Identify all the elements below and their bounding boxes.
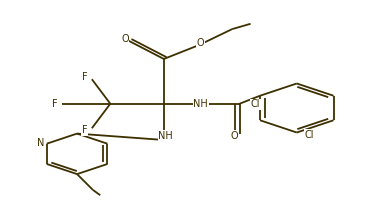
Text: F: F — [52, 99, 58, 109]
Text: O: O — [121, 34, 129, 44]
Text: F: F — [81, 72, 87, 82]
Text: NH: NH — [193, 99, 208, 109]
Text: O: O — [197, 38, 205, 48]
Text: Cl: Cl — [251, 99, 260, 109]
Text: O: O — [230, 131, 238, 141]
Text: Cl: Cl — [305, 130, 314, 140]
Text: NH: NH — [158, 131, 173, 141]
Text: F: F — [81, 125, 87, 135]
Text: N: N — [38, 138, 45, 148]
